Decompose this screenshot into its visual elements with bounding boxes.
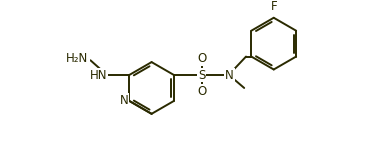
Text: S: S (198, 68, 206, 82)
Text: H₂N: H₂N (66, 52, 89, 65)
Text: F: F (270, 0, 277, 13)
Text: O: O (197, 85, 206, 98)
Text: O: O (197, 52, 206, 65)
Text: N: N (119, 94, 128, 107)
Text: HN: HN (90, 68, 107, 82)
Text: N: N (225, 68, 234, 82)
